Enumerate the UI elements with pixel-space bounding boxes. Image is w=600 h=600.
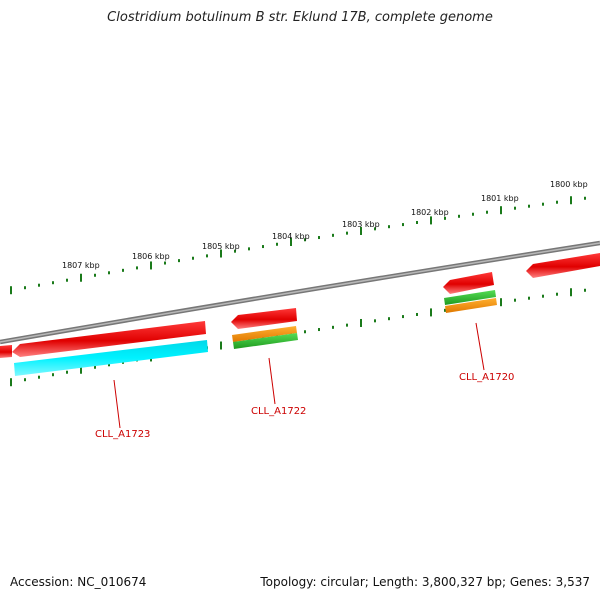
ruler-minor-tick <box>164 261 166 265</box>
ruler-minor-tick <box>52 373 54 377</box>
ruler-minor-tick <box>528 204 530 208</box>
ruler-minor-tick <box>304 330 306 334</box>
ruler-minor-tick <box>52 281 54 285</box>
ruler-label: 1803 kbp <box>342 220 380 229</box>
ruler-label: 1804 kbp <box>272 232 310 241</box>
ruler-minor-tick <box>318 328 320 332</box>
ruler-minor-tick <box>486 210 488 214</box>
ruler-minor-tick <box>416 312 418 316</box>
ruler-minor-tick <box>374 227 376 231</box>
ruler-major-tick <box>10 378 12 387</box>
misc-feature-bar <box>445 298 497 313</box>
ruler-major-tick <box>500 298 502 307</box>
ruler-major-tick <box>430 216 432 225</box>
ruler-minor-tick <box>514 206 516 210</box>
misc-feature-bar <box>14 340 208 376</box>
ruler-minor-tick <box>416 220 418 224</box>
ruler-minor-tick <box>584 196 586 200</box>
ruler-minor-tick <box>304 238 306 242</box>
ruler-major-tick <box>500 206 502 215</box>
misc-feature-bar <box>233 333 298 349</box>
ruler-major-tick <box>220 341 222 350</box>
ruler-minor-tick <box>206 254 208 258</box>
ruler-major-tick <box>430 308 432 317</box>
misc-feature-bar <box>232 326 297 342</box>
ruler-major-tick <box>80 273 82 282</box>
misc-feature-bar <box>444 290 496 305</box>
ruler-minor-tick <box>472 212 474 216</box>
ruler-minor-tick <box>66 278 68 282</box>
ruler-minor-tick <box>542 202 544 206</box>
ruler-major-tick <box>360 318 362 327</box>
ruler-minor-tick <box>24 286 26 290</box>
ruler-label: 1807 kbp <box>62 261 100 270</box>
ruler-label: 1806 kbp <box>132 252 170 261</box>
ruler-label: 1805 kbp <box>202 242 240 251</box>
ruler-minor-tick <box>38 375 40 379</box>
ruler-minor-tick <box>374 319 376 323</box>
ruler-minor-tick <box>444 216 446 220</box>
cds-arrow <box>443 272 494 294</box>
ruler-major-tick <box>150 261 152 270</box>
ruler-major-tick <box>360 226 362 235</box>
ruler-major-tick <box>10 286 12 295</box>
ruler-major-tick <box>570 288 572 297</box>
ruler-minor-tick <box>192 256 194 260</box>
ruler-minor-tick <box>332 233 334 237</box>
ruler-minor-tick <box>94 365 96 369</box>
ruler-label: 1800 kbp <box>550 180 588 189</box>
ruler-minor-tick <box>388 317 390 321</box>
ruler-minor-tick <box>402 223 404 227</box>
gene-label-cll-a1723: CLL_A1723 <box>95 429 150 440</box>
ruler-minor-tick <box>402 315 404 319</box>
ruler-minor-tick <box>178 259 180 263</box>
ruler-minor-tick <box>136 266 138 270</box>
ruler-minor-tick <box>108 271 110 275</box>
ruler-minor-tick <box>262 245 264 249</box>
ruler-minor-tick <box>38 283 40 287</box>
ruler-major-tick <box>80 365 82 374</box>
ruler-minor-tick <box>248 247 250 251</box>
ruler-major-tick <box>570 196 572 205</box>
forward-cds-track <box>0 253 600 358</box>
ruler-minor-tick <box>66 370 68 374</box>
gene-label-cll-a1720: CLL_A1720 <box>459 372 514 383</box>
ruler-minor-tick <box>276 242 278 246</box>
gene-label-cll-a1722: CLL_A1722 <box>251 406 306 417</box>
ruler-minor-tick <box>528 296 530 300</box>
ruler-minor-tick <box>388 225 390 229</box>
ruler-minor-tick <box>556 292 558 296</box>
genome-summary-text: Topology: circular; Length: 3,800,327 bp… <box>260 575 590 589</box>
ruler-minor-tick <box>458 214 460 218</box>
cds-arrow <box>12 321 206 357</box>
ruler-minor-tick <box>122 268 124 272</box>
ruler-minor-tick <box>346 231 348 235</box>
ruler-label: 1802 kbp <box>411 208 449 217</box>
feature-track <box>14 290 497 376</box>
cds-arrow <box>0 345 12 358</box>
ruler-labels: 1807 kbp 1806 kbp 1805 kbp 1804 kbp 1803… <box>62 180 588 270</box>
cds-arrow <box>231 308 297 329</box>
ruler-minor-tick <box>318 236 320 240</box>
ruler-major-tick <box>290 238 292 247</box>
ruler-minor-tick <box>542 294 544 298</box>
ruler-minor-tick <box>94 273 96 277</box>
ruler-minor-tick <box>234 249 236 253</box>
outer-ruler <box>10 196 586 295</box>
accession-text: Accession: NC_010674 <box>10 575 147 589</box>
ruler-minor-tick <box>514 298 516 302</box>
ruler-minor-tick <box>332 325 334 329</box>
ruler-minor-tick <box>584 288 586 292</box>
cds-arrow <box>526 253 600 278</box>
ruler-minor-tick <box>346 323 348 327</box>
ruler-label: 1801 kbp <box>481 194 519 203</box>
ruler-minor-tick <box>108 363 110 367</box>
label-leaders <box>113 322 485 429</box>
map-title: Clostridium botulinum B str. Eklund 17B,… <box>107 10 493 25</box>
ruler-major-tick <box>220 249 222 258</box>
ruler-minor-tick <box>24 378 26 382</box>
ruler-minor-tick <box>556 200 558 204</box>
ruler-minor-tick <box>444 308 446 312</box>
